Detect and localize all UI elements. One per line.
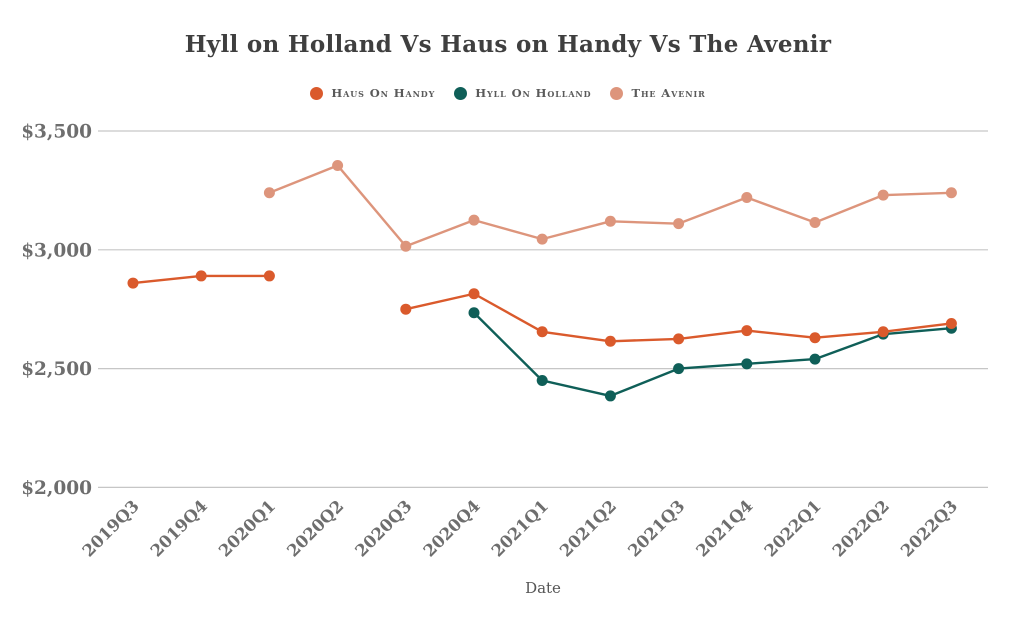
data-point-haus-on-handy [536,326,548,338]
legend: Haus On Handy Hyll On Holland The Avenir [0,84,1016,102]
data-point-the-avenir [604,215,616,227]
data-point-the-avenir [945,187,957,199]
x-tick-label: 2019Q3 [79,496,143,560]
y-tick-label: $2,500 [21,359,92,380]
data-point-haus-on-handy [263,270,275,282]
data-point-haus-on-handy [673,333,685,345]
legend-item-hyll-on-holland: Hyll On Holland [454,86,591,100]
legend-dot-haus-on-handy-icon [310,86,324,100]
y-tick-label: $2,000 [21,478,92,499]
x-tick-label: 2019Q4 [147,496,211,560]
x-tick-label: 2021Q3 [624,496,688,560]
data-point-hyll-on-holland [536,374,548,386]
data-point-haus-on-handy [809,332,821,344]
x-tick-label: 2020Q3 [351,496,415,560]
series-line-hyll-on-holland [473,311,952,398]
y-tick-label: $3,000 [21,240,92,261]
x-tick-label: 2020Q2 [283,496,347,560]
x-tick-label: 2020Q1 [215,496,279,560]
x-tick-label: 2022Q1 [761,496,825,560]
x-tick-label: 2021Q4 [692,496,756,560]
chart-title: Hyll on Holland Vs Haus on Handy Vs The … [184,31,832,58]
legend-label-haus-on-handy: Haus On Handy [331,86,436,100]
data-point-hyll-on-holland [809,353,821,365]
data-point-haus-on-handy [945,317,957,329]
data-point-the-avenir [741,192,753,204]
data-point-the-avenir [332,159,344,171]
x-tick-label: 2022Q3 [897,496,961,560]
x-tick-label: 2021Q2 [556,496,620,560]
data-point-haus-on-handy [400,303,412,315]
data-point-the-avenir [468,214,480,226]
x-tick-label: 2021Q1 [488,496,552,560]
data-point-the-avenir [877,189,889,201]
data-point-haus-on-handy [604,335,616,347]
data-point-hyll-on-holland [673,363,685,375]
x-tick-label: 2022Q2 [829,496,893,560]
data-point-haus-on-handy [877,326,889,338]
data-point-haus-on-handy [127,277,139,289]
data-point-the-avenir [536,233,548,245]
legend-label-hyll-on-holland: Hyll On Holland [475,86,592,100]
y-tick-label: $3,500 [21,122,92,143]
data-point-hyll-on-holland [468,307,480,319]
legend-dot-the-avenir-icon [610,86,624,100]
data-point-haus-on-handy [468,288,480,300]
legend-label-the-avenir: The Avenir [631,86,706,100]
data-point-hyll-on-holland [604,390,616,402]
x-tick-label: 2020Q4 [420,496,484,560]
data-point-the-avenir [809,216,821,228]
series-line-the-avenir [268,164,952,248]
legend-item-haus-on-handy: Haus On Handy [310,86,435,100]
data-point-haus-on-handy [741,325,753,337]
x-axis-title: Date [525,579,561,597]
data-point-haus-on-handy [195,270,207,282]
data-point-the-avenir [263,187,275,199]
legend-dot-hyll-on-holland-icon [454,86,468,100]
data-point-hyll-on-holland [741,358,753,370]
legend-item-the-avenir: The Avenir [610,86,705,100]
data-point-the-avenir [673,218,685,230]
data-point-the-avenir [400,240,412,252]
